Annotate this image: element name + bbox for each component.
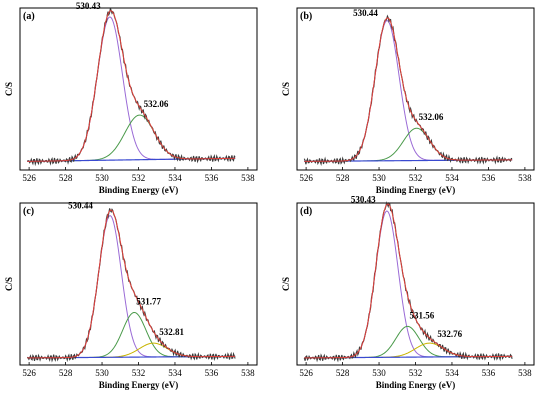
plot-frame [296, 202, 535, 366]
peak-label: 531.77 [136, 297, 161, 307]
x-tick-label: 538 [241, 173, 255, 183]
x-tick-label: 528 [59, 368, 73, 378]
panel-a: (a) C/S Binding Energy (eV) 526 528 530 532… [4, 1, 258, 195]
x-axis-label: Binding Energy (eV) [376, 380, 456, 390]
x-axis-ticks: 526 528 530 532 534 536 538 [299, 167, 532, 183]
panel-label: (b) [300, 11, 312, 22]
envelope-fit-curve [27, 209, 236, 359]
fit-curves [26, 208, 236, 363]
x-tick-label: 526 [299, 173, 313, 183]
raw-spectrum-curve [26, 8, 236, 167]
component-peak-curve [304, 210, 513, 359]
x-axis-label: Binding Energy (eV) [376, 185, 456, 195]
x-tick-label: 528 [59, 173, 73, 183]
x-axis-label: Binding Energy (eV) [99, 380, 179, 390]
x-tick-label: 534 [445, 173, 459, 183]
x-axis-label: Binding Energy (eV) [99, 185, 179, 195]
peak-label: 532.76 [437, 329, 462, 339]
envelope-fit-curve [27, 10, 236, 162]
component-peak-curve [27, 311, 236, 359]
envelope-fit-curve [304, 203, 513, 359]
x-tick-label: 530 [372, 173, 386, 183]
x-tick-label: 536 [205, 173, 219, 183]
x-tick-label: 528 [336, 368, 350, 378]
panel-b: (b) C/S Binding Energy (eV) 526 528 530 532… [281, 7, 535, 195]
peak-label: 530.44 [68, 201, 93, 211]
x-tick-label: 530 [95, 173, 109, 183]
x-tick-label: 528 [336, 173, 350, 183]
x-tick-label: 532 [409, 368, 423, 378]
panel-label: (c) [23, 206, 34, 217]
x-tick-label: 534 [445, 368, 459, 378]
peak-label: 530.43 [351, 195, 376, 205]
x-axis-ticks: 526 528 530 532 534 536 538 [22, 167, 255, 183]
peak-label: 530.43 [76, 1, 101, 11]
panel-d: (d) C/S Binding Energy (eV) 526 528 530 532… [281, 195, 535, 390]
x-tick-label: 532 [132, 368, 146, 378]
x-tick-label: 526 [22, 368, 36, 378]
peak-label: 532.81 [159, 327, 184, 337]
component-peak-curve [304, 127, 513, 162]
peak-label: 532.06 [144, 99, 169, 109]
panel-label: (d) [300, 206, 312, 217]
fit-curves [303, 201, 513, 363]
x-tick-label: 536 [205, 368, 219, 378]
x-tick-label: 536 [482, 173, 496, 183]
panel-c: (c) C/S Binding Energy (eV) 526 528 530 532… [4, 201, 258, 390]
x-tick-label: 538 [518, 173, 532, 183]
x-tick-label: 532 [132, 173, 146, 183]
y-axis-label: C/S [281, 277, 291, 291]
peak-label: 530.44 [353, 8, 378, 18]
raw-spectrum-curve [303, 14, 513, 166]
plot-frame [19, 202, 258, 366]
peak-label: 532.06 [419, 112, 444, 122]
plot-frame [19, 7, 258, 171]
plot-frame [296, 7, 535, 171]
component-peak-curve [27, 114, 236, 162]
x-tick-label: 526 [22, 173, 36, 183]
panel-label: (a) [23, 11, 35, 22]
component-peak-curve [304, 20, 513, 162]
x-tick-label: 530 [95, 368, 109, 378]
x-axis-ticks: 526 528 530 532 534 536 538 [299, 362, 532, 378]
x-tick-label: 534 [168, 368, 182, 378]
y-axis-label: C/S [4, 82, 14, 96]
x-axis-ticks: 526 528 530 532 534 536 538 [22, 362, 255, 378]
x-tick-label: 538 [241, 368, 255, 378]
fit-curves [303, 14, 513, 166]
x-tick-label: 532 [409, 173, 423, 183]
y-axis-label: C/S [281, 82, 291, 96]
x-tick-label: 530 [372, 368, 386, 378]
x-tick-label: 536 [482, 368, 496, 378]
x-tick-label: 534 [168, 173, 182, 183]
peak-label: 531.56 [410, 310, 435, 320]
raw-spectrum-curve [303, 201, 513, 363]
envelope-fit-curve [304, 17, 513, 162]
y-axis-label: C/S [4, 277, 14, 291]
fit-curves [26, 8, 236, 167]
x-tick-label: 526 [299, 368, 313, 378]
x-tick-label: 538 [518, 368, 532, 378]
